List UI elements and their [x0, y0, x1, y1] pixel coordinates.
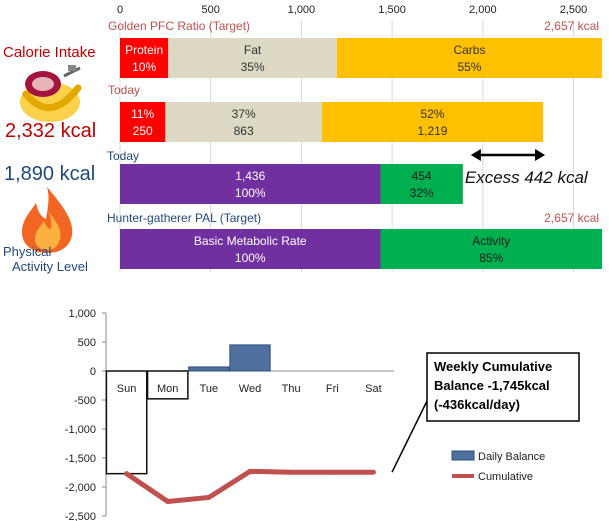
segment-pct-label: 100% — [235, 186, 266, 200]
weekly-balance-chart: 1,000 500 0 -500 -1,000 -1,500 -2,000 -2,500 Sun… — [65, 308, 580, 521]
row-label: Hunter-gatherer PAL (Target) — [107, 211, 261, 225]
excess-arrow-left-head — [470, 149, 481, 161]
weekly-callout-text: (-436kcal/day) — [434, 397, 520, 412]
calorie-intake-label: Calorie Intake — [3, 44, 96, 61]
x-category-label: Wed — [239, 383, 261, 395]
weekly-callout-pointer — [391, 400, 428, 473]
segment-pct-label: 11% — [131, 107, 154, 121]
weekly-callout-text: Balance -1,745kcal — [434, 378, 550, 393]
segment-pct-label: 32% — [410, 186, 434, 200]
row-label: Golden PFC Ratio (Target) — [108, 19, 250, 33]
steak-and-banana-icon — [20, 65, 82, 122]
segment-pct-label: 37% — [232, 107, 256, 121]
kcal-bar-chart: 0 500 1,000 1,500 2,000 2,500 Golden PFC Ratio… — [107, 4, 602, 272]
bar-segment — [168, 38, 337, 78]
cumulative-point — [288, 469, 294, 475]
segment-pct-label: 35% — [241, 60, 265, 74]
x-tick-label: 2,500 — [560, 4, 588, 16]
segment-kcal-label: 863 — [234, 124, 254, 138]
x-category-label: Mon — [157, 383, 178, 395]
segment-kcal-label: 1,436 — [235, 169, 265, 183]
y-tick-label: -2,000 — [65, 482, 96, 494]
x-category-label: Sun — [117, 383, 137, 395]
pal-label-line1: Physical — [3, 244, 52, 259]
bar-segment — [120, 164, 381, 204]
x-tick-label: 0 — [117, 4, 123, 16]
bar-segment — [380, 164, 463, 204]
x-tick-label: 1,500 — [378, 4, 406, 16]
cumulative-point — [165, 499, 171, 504]
bar-segment — [336, 38, 602, 78]
calorie-intake-value: 2,332 kcal — [5, 120, 97, 142]
x-category-label: Tue — [200, 383, 219, 395]
row-total-label: 2,657 kcal — [544, 19, 599, 33]
x-category-label: Sat — [365, 383, 382, 395]
cumulative-point — [247, 468, 253, 474]
segment-kcal-label: 250 — [133, 124, 153, 138]
segment-pct-label: 52% — [420, 107, 444, 121]
row-label: Today — [107, 149, 139, 163]
segment-kcal-label: 454 — [412, 169, 432, 183]
pal-label-line2: Activity Level — [12, 259, 88, 274]
y-tick-label: -500 — [74, 395, 96, 407]
legend-label: Cumulative — [478, 471, 533, 483]
pal-value: 1,890 kcal — [4, 163, 96, 185]
excess-annotation: Excess 442 kcal — [465, 168, 589, 187]
bar-segment — [120, 229, 381, 269]
cumulative-point — [206, 494, 212, 500]
flame-icon — [22, 187, 73, 253]
cumulative-point — [124, 471, 130, 477]
daily-balance-bar — [229, 344, 271, 372]
daily-balance-bar — [146, 370, 189, 400]
row-total-label: 2,657 kcal — [544, 211, 599, 225]
daily-balance-bar — [105, 370, 148, 475]
y-tick-label: -2,500 — [65, 511, 96, 521]
cumulative-point — [370, 469, 376, 475]
x-tick-label: 1,000 — [288, 4, 316, 16]
bar-segment — [120, 38, 169, 78]
segment-pct-label: 85% — [479, 251, 503, 265]
x-tick-label: 2,000 — [469, 4, 497, 16]
y-tick-label: -1,500 — [65, 453, 96, 465]
bar-segment — [321, 102, 544, 142]
cumulative-line — [125, 468, 374, 504]
bar-segment — [380, 229, 602, 269]
x-category-label: Thu — [282, 383, 301, 395]
segment-name-label: Protein — [125, 43, 163, 57]
segment-pct-label: 10% — [132, 60, 156, 74]
bar-segment — [120, 102, 166, 142]
segment-name-label: Basic Metabolic Rate — [194, 234, 307, 248]
weekly-callout-box — [426, 352, 580, 422]
cumulative-point — [329, 469, 335, 475]
legend-label: Daily Balance — [478, 451, 545, 463]
row-label: Today — [108, 83, 140, 97]
x-tick-label: 500 — [202, 4, 220, 16]
bar-segment — [165, 102, 322, 142]
y-tick-label: 1,000 — [68, 308, 96, 320]
segment-name-label: Fat — [244, 43, 262, 57]
segment-pct-label: 100% — [235, 251, 266, 265]
excess-arrow-right-head — [535, 149, 546, 161]
daily-balance-bar — [188, 366, 230, 372]
y-tick-label: 0 — [90, 366, 96, 378]
y-tick-label: -1,000 — [65, 424, 96, 436]
legend-bar-swatch — [451, 450, 475, 461]
segment-kcal-label: 1,219 — [417, 124, 447, 138]
y-tick-label: 500 — [78, 337, 96, 349]
weekly-callout-text: Weekly Cumulative — [434, 359, 552, 374]
segment-pct-label: 55% — [457, 60, 481, 74]
segment-name-label: Activity — [472, 234, 510, 248]
segment-name-label: Carbs — [453, 43, 485, 57]
x-category-label: Fri — [326, 383, 339, 395]
